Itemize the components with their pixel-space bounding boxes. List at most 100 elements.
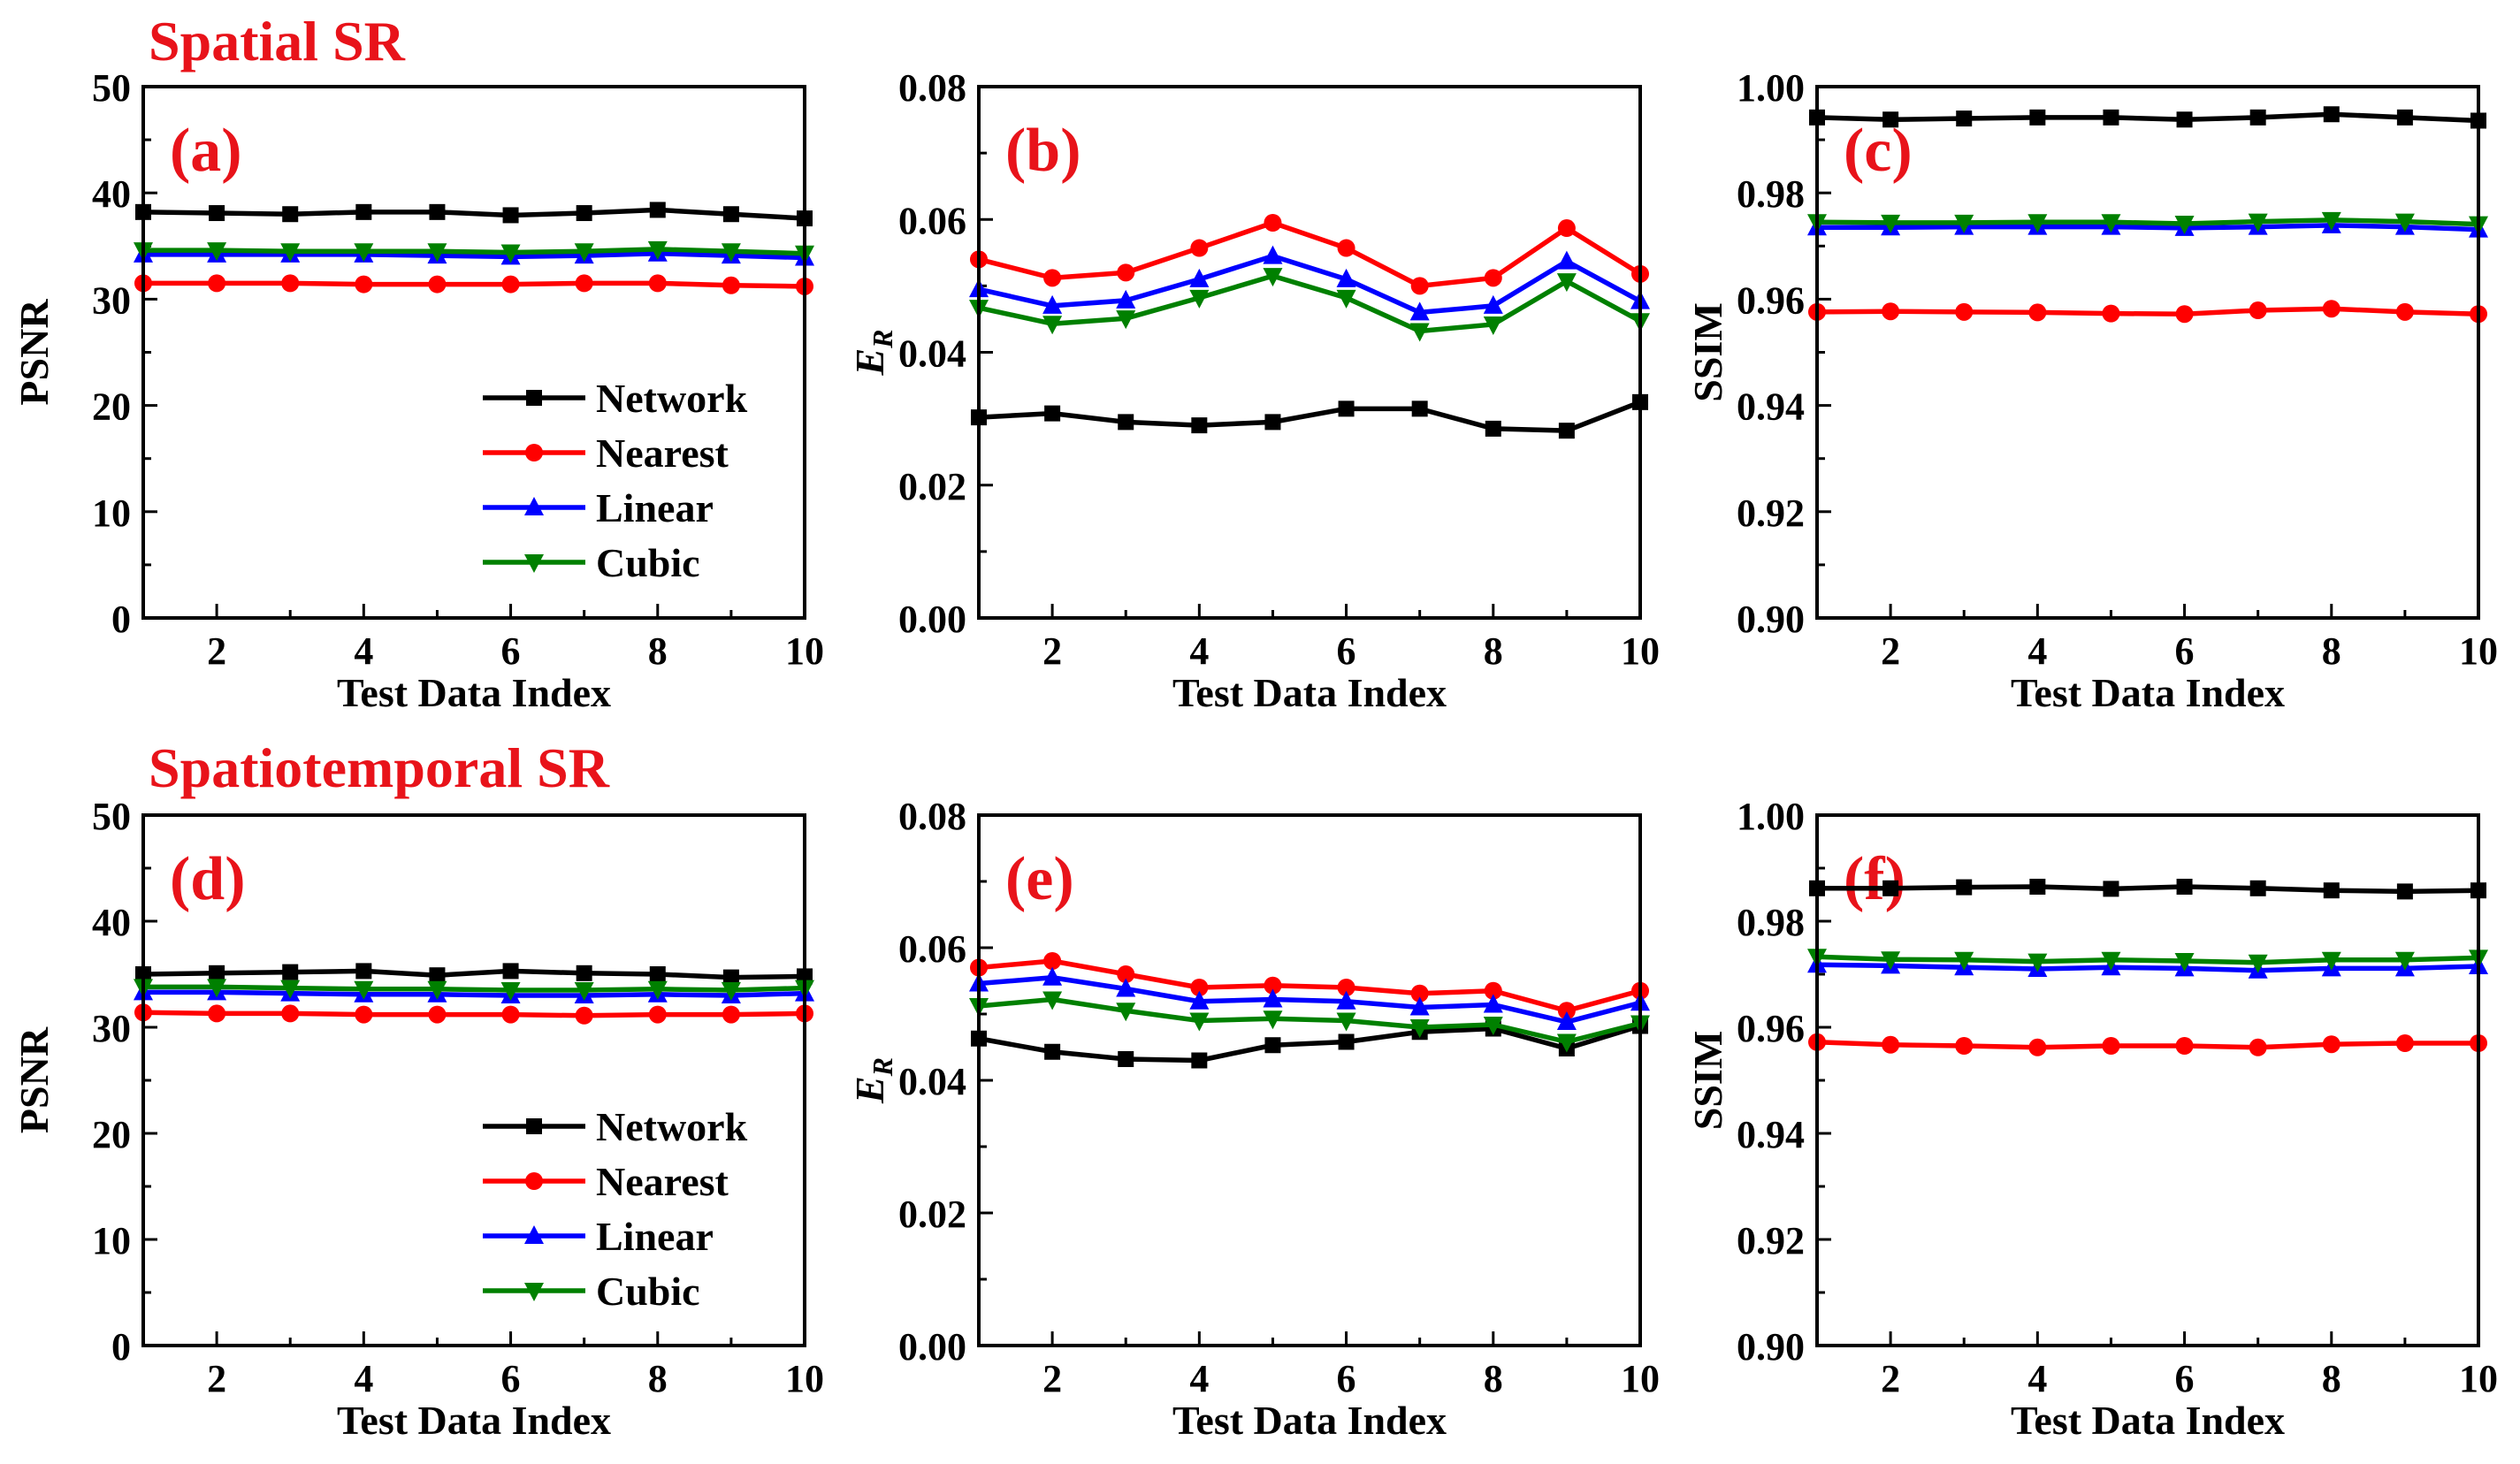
data-point-cubic [1189, 1012, 1210, 1032]
series-line-network [142, 968, 806, 980]
legend-label-linear: Linear [596, 485, 714, 530]
legend-label-cubic: Cubic [596, 1269, 700, 1314]
data-point-nearest [2322, 1035, 2341, 1054]
data-point-cubic [2027, 953, 2048, 972]
y-tick-label: 50 [92, 795, 131, 838]
data-point-linear [1116, 289, 1136, 309]
data-point-nearest [1484, 981, 1502, 1000]
x-tick-label: 8 [648, 629, 668, 673]
data-point-cubic [1881, 214, 1901, 233]
series-line-nearest [143, 280, 806, 289]
series-line-linear [978, 975, 1641, 1025]
data-point-network [355, 963, 372, 980]
data-point-cubic [1189, 289, 1210, 309]
panel-label: (e) [1005, 845, 1074, 913]
y-tick-label: 0.06 [898, 927, 966, 971]
y-tick-label: 20 [92, 1113, 131, 1156]
series-network [1809, 879, 2486, 900]
series-network [135, 202, 813, 227]
series-line-network [978, 1023, 1641, 1064]
data-point-cubic [280, 243, 301, 263]
series-line-cubic [1816, 217, 2479, 227]
data-point-network [502, 207, 519, 224]
data-point-nearest [1264, 214, 1282, 233]
series-line-linear [978, 253, 1642, 316]
data-point-network [282, 964, 299, 980]
data-point-cubic [2321, 951, 2341, 971]
series-line-network [142, 207, 806, 221]
panel-c: 0.90 0.92 0.94 0.96 0.98 1.00 2 4 6 8 10 Test Data … [1685, 66, 2498, 715]
data-point-cubic [1409, 323, 1430, 342]
series-linear [1807, 214, 2488, 238]
data-point-nearest [1337, 979, 1355, 996]
data-point-network [2029, 879, 2046, 895]
y-tick-label: 0.00 [898, 598, 966, 641]
data-point-nearest [2175, 305, 2194, 324]
data-point-linear [1336, 990, 1356, 1010]
series-nearest [1808, 300, 2487, 324]
data-point-network [576, 205, 592, 222]
y-tick-label: 0.96 [1737, 278, 1805, 322]
data-point-cubic [1556, 273, 1577, 293]
series-line-nearest [142, 1010, 806, 1018]
data-point-linear [1263, 988, 1283, 1008]
y-tick-label: 0.98 [1737, 901, 1805, 944]
series-cubic [134, 979, 814, 1001]
y-tick-label: 0.04 [898, 332, 966, 376]
data-point-nearest [2249, 301, 2267, 320]
y-tick-label: 30 [92, 278, 131, 322]
data-point-cubic [354, 980, 374, 1000]
x-tick-label: 6 [501, 629, 521, 673]
y-tick-label: 0.08 [898, 795, 966, 838]
data-point-network [2396, 109, 2413, 126]
x-tick-label: 4 [2027, 629, 2047, 673]
y-axis-label: PSNR [11, 299, 57, 406]
data-point-nearest [208, 1004, 226, 1023]
panel-a: 0 10 20 30 40 50 2 4 6 8 10 Test Data Index PSNR (a) N… [11, 66, 824, 715]
data-point-cubic [1881, 951, 1901, 971]
data-point-nearest [208, 274, 226, 293]
data-point-nearest [575, 274, 593, 293]
x-axis-label: Test Data Index [337, 670, 611, 715]
series-line-cubic [978, 996, 1641, 1045]
data-point-cubic [2394, 213, 2415, 233]
series-line-nearest [1816, 306, 2479, 316]
y-tick-label: 0.02 [898, 465, 966, 508]
y-tick-label: 50 [92, 66, 131, 110]
y-tick-label: 10 [92, 492, 131, 535]
x-tick-label: 10 [1621, 629, 1660, 673]
series-line-nearest [978, 958, 1641, 1013]
data-point-network [1956, 879, 1973, 896]
x-tick-label: 4 [354, 629, 373, 673]
data-point-nearest [1557, 219, 1576, 238]
data-point-network [282, 206, 299, 223]
data-point-cubic [280, 980, 301, 999]
y-axis-label: ER [847, 1057, 898, 1104]
data-point-cubic [500, 244, 521, 263]
x-tick-label: 4 [1189, 629, 1209, 673]
data-point-linear [1483, 994, 1503, 1013]
x-tick-label: 10 [1621, 1357, 1660, 1400]
series-network [135, 963, 813, 986]
data-point-network [576, 965, 592, 981]
legend-label-nearest: Nearest [596, 431, 729, 476]
data-point-cubic [647, 240, 668, 260]
plot-frame [141, 813, 806, 1347]
data-point-nearest [281, 274, 300, 293]
data-point-nearest [722, 276, 740, 294]
x-tick-label: 4 [1189, 1357, 1209, 1400]
series-cubic [969, 991, 1650, 1053]
data-point-nearest [2028, 303, 2047, 322]
data-point-cubic [1042, 316, 1063, 335]
legend-marker-linear [524, 1225, 544, 1244]
data-point-nearest [2102, 304, 2120, 323]
data-point-nearest [355, 275, 373, 294]
data-point-linear [1483, 294, 1503, 314]
y-tick-label: 40 [92, 901, 131, 944]
x-axis-label: Test Data Index [1172, 1398, 1447, 1443]
series-line-linear [1817, 223, 2479, 233]
section-title-spatiotemporal-sr: Spatiotemporal SR [149, 736, 609, 799]
data-point-nearest [1882, 302, 1900, 321]
data-point-network [649, 202, 666, 218]
data-point-cubic [1336, 1012, 1356, 1032]
